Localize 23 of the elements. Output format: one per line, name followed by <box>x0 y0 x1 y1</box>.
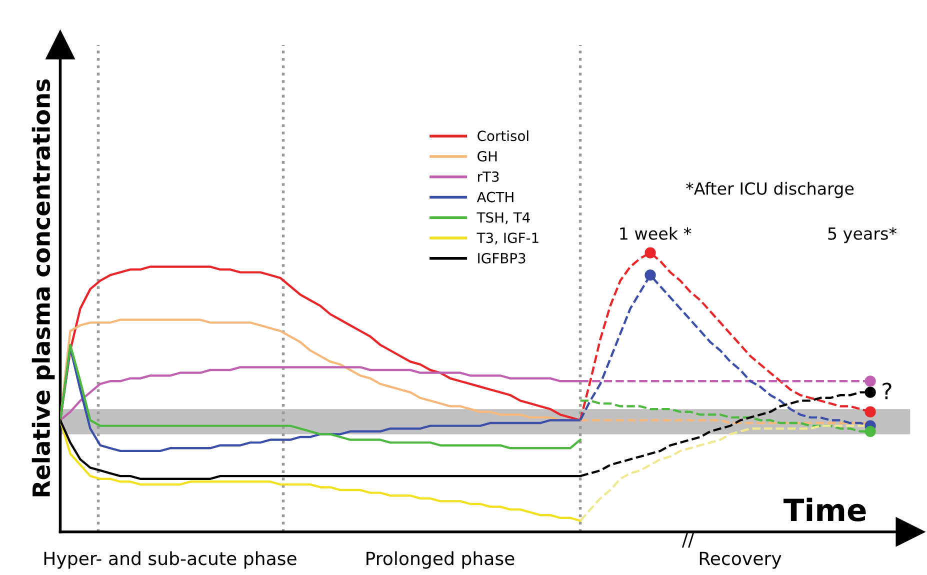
text: // <box>682 532 694 548</box>
point <box>864 386 876 398</box>
point <box>644 247 656 258</box>
text: Prolonged phase <box>366 551 514 569</box>
text: Recovery <box>700 552 782 569</box>
legend-label: ACTH <box>476 192 514 202</box>
legend-label: rT3 <box>478 171 499 182</box>
text: 5 years* <box>828 227 897 244</box>
text: *After ICU discharge <box>686 182 854 198</box>
text: Hyper- and sub-acute phase <box>44 551 296 569</box>
legend-label: Cortisol <box>478 130 528 142</box>
point <box>864 376 876 387</box>
y-axis-title: Relative plasma concentrations <box>32 79 55 496</box>
x-axis-title: Time <box>784 498 866 522</box>
annotation: ? <box>882 382 892 400</box>
legend-label: T3, IGF-1 <box>476 232 538 245</box>
legend-label: IGFBP3 <box>478 252 526 264</box>
point <box>864 406 876 418</box>
legend-label: GH <box>478 151 497 162</box>
legend-label: TSH, T4 <box>476 212 530 224</box>
point <box>864 426 876 437</box>
point <box>644 270 656 281</box>
text: 1 week * <box>620 226 692 240</box>
